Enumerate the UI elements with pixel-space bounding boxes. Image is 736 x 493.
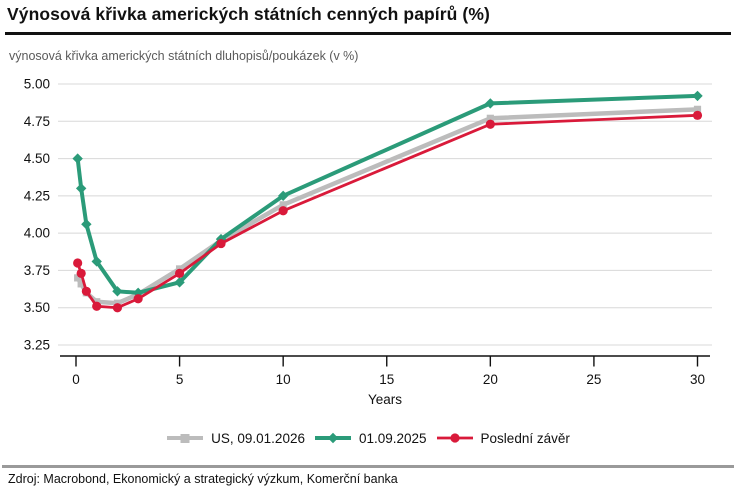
tick-label: 4.25 [24, 188, 50, 203]
tick-label: 10 [276, 372, 291, 387]
series-1 [72, 90, 703, 298]
chart-legend: US, 09.01.2026 01.09.2025 Poslední závěr [0, 428, 736, 448]
red-circle-line-icon [436, 431, 474, 445]
series-2 [73, 110, 703, 313]
y-grid: 5.00 4.75 4.50 4.25 4.00 3.75 3.50 3.25 [24, 77, 712, 353]
tick-label: 3.50 [24, 300, 50, 315]
gray-square-line-icon [166, 431, 204, 445]
legend-label: Poslední závěr [480, 430, 570, 446]
tick-label: 0 [72, 372, 80, 387]
title-divider [5, 32, 731, 35]
tick-label: 4.00 [24, 226, 50, 241]
x-axis-label: Years [368, 392, 402, 407]
green-diamond-line-icon [314, 431, 352, 445]
tick-label: 5.00 [24, 77, 50, 92]
legend-item-us-09-01-2026: US, 09.01.2026 [166, 431, 305, 446]
series-0 [74, 105, 702, 307]
chart-subtitle: výnosová křivka amerických státních dluh… [9, 49, 359, 63]
tick-label: 30 [690, 372, 705, 387]
yield-curve-chart: 5.00 4.75 4.50 4.25 4.00 3.75 3.50 3.25 0 5 10 15 20… [24, 77, 712, 407]
source-text: Zdroj: Macrobond, Ekonomický a strategic… [8, 472, 398, 486]
legend-item-posledni-zaver: Poslední závěr [436, 431, 570, 446]
tick-label: 5 [176, 372, 184, 387]
tick-label: 4.75 [24, 114, 50, 129]
tick-label: 25 [586, 372, 601, 387]
x-axis: 0 5 10 15 20 25 30 Years [60, 355, 710, 407]
footer-divider [2, 465, 734, 468]
page-title: Výnosová křivka amerických státních cenn… [7, 4, 490, 24]
legend-label: US, 09.01.2026 [211, 430, 305, 446]
legend-label: 01.09.2025 [358, 430, 427, 446]
tick-label: 15 [379, 372, 394, 387]
tick-label: 4.50 [24, 151, 50, 166]
tick-label: 3.75 [24, 263, 50, 278]
tick-label: 3.25 [24, 338, 50, 353]
legend-item-01-09-2025: 01.09.2025 [314, 431, 427, 446]
tick-label: 20 [483, 372, 498, 387]
